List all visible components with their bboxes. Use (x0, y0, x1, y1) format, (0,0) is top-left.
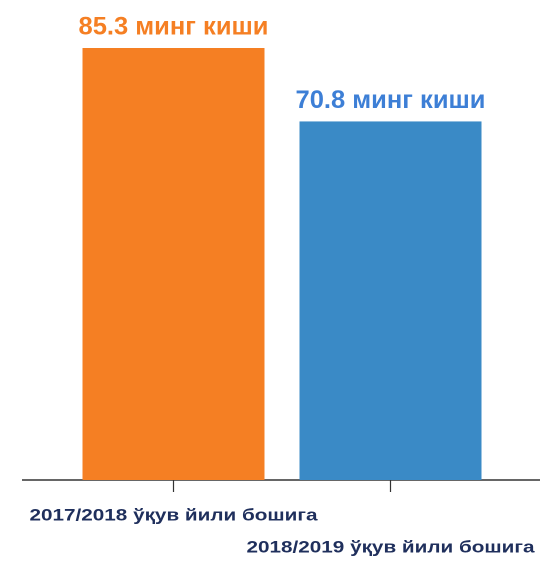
value-label: 85.3 минг киши (79, 13, 269, 41)
bar (82, 48, 265, 480)
x-tick-label: 2017/2018 ўқув йили бошига (30, 505, 319, 524)
value-label: 70.8 минг киши (296, 86, 486, 114)
bar (299, 121, 482, 480)
x-tick-label: 2018/2019 ўқув йили бошига (247, 537, 536, 556)
